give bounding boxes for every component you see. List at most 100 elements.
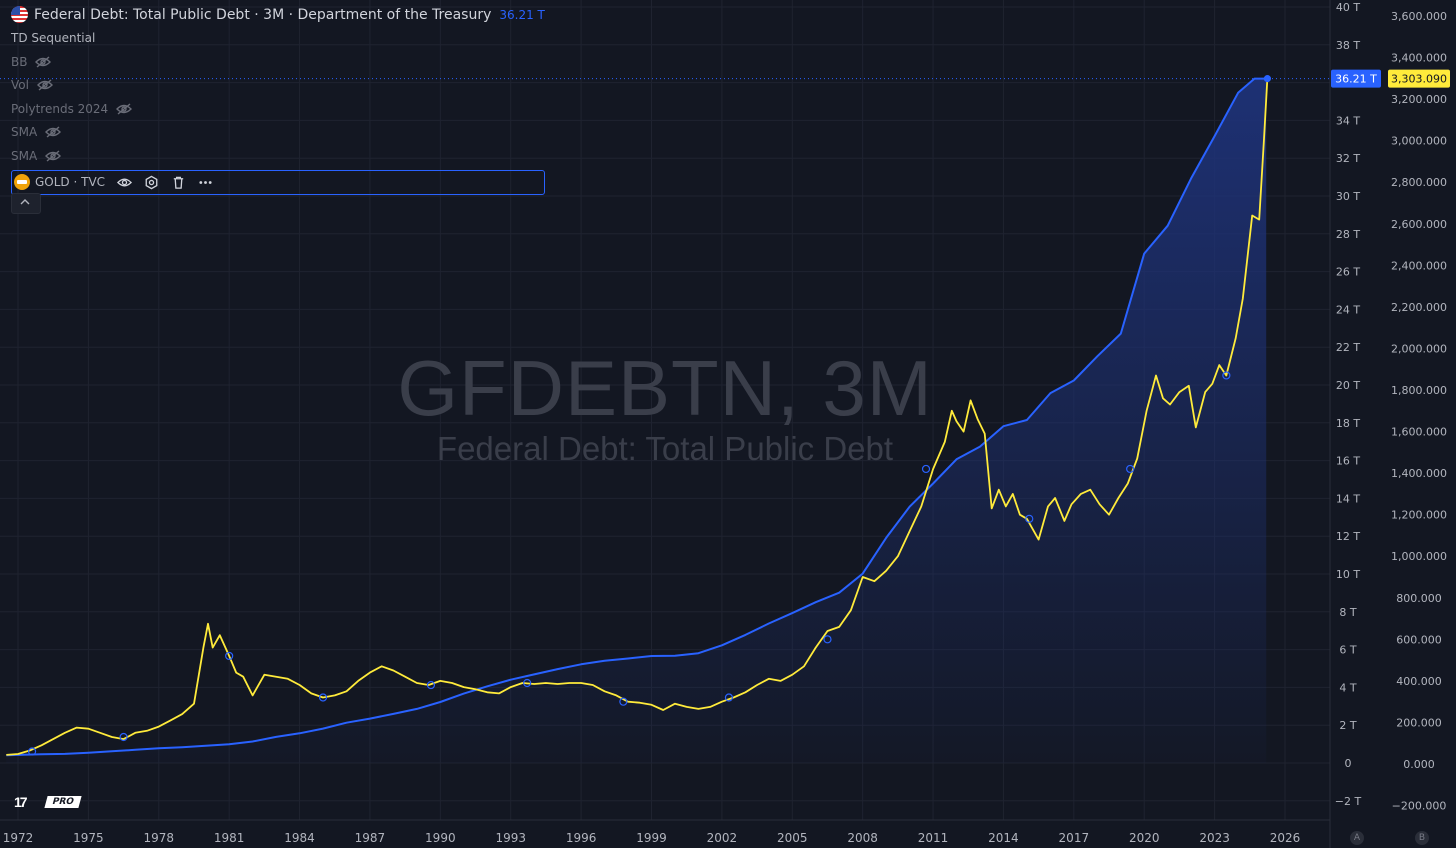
eye-off-icon[interactable] bbox=[116, 103, 133, 115]
right-axis-tick-label: 1,800.000 bbox=[1391, 384, 1447, 397]
x-tick-label: 1996 bbox=[566, 831, 597, 845]
left-axis-tick-label: 32 T bbox=[1336, 152, 1360, 165]
compare-symbol-row[interactable]: GOLD · TVC bbox=[11, 169, 545, 195]
indicator-row[interactable]: BB bbox=[11, 50, 545, 74]
collapse-legend-button[interactable] bbox=[11, 193, 41, 214]
left-axis-tick-label: 24 T bbox=[1336, 303, 1360, 316]
x-tick-label: 2005 bbox=[777, 831, 808, 845]
left-axis-tick-label: 20 T bbox=[1336, 379, 1360, 392]
x-tick-label: 2011 bbox=[918, 831, 949, 845]
left-axis-tick-label: 26 T bbox=[1336, 266, 1360, 279]
legend-main-row[interactable]: Federal Debt: Total Public Debt · 3M · D… bbox=[11, 3, 545, 27]
eye-off-icon[interactable] bbox=[45, 150, 62, 162]
left-axis-tick-label: −2 T bbox=[1335, 795, 1362, 808]
gold-last-value-label: 3,303.090 bbox=[1391, 73, 1447, 86]
logo-mark: 17 bbox=[14, 794, 28, 810]
left-axis-tick-label: 18 T bbox=[1336, 417, 1360, 430]
right-axis-tick-label: 3,400.000 bbox=[1391, 52, 1447, 65]
indicator-row[interactable]: Vol bbox=[11, 74, 545, 98]
series-marker bbox=[1025, 514, 1034, 523]
right-axis-tick-label: 3,200.000 bbox=[1391, 93, 1447, 106]
left-axis-tick-label: 2 T bbox=[1339, 719, 1356, 732]
eye-off-icon[interactable] bbox=[45, 126, 62, 138]
eye-off-icon[interactable] bbox=[36, 79, 53, 91]
debt-series-line[interactable] bbox=[6, 77, 1267, 757]
gold-bars-icon bbox=[14, 174, 30, 191]
x-tick-label: 2008 bbox=[847, 831, 878, 845]
indicator-row[interactable]: Polytrends 2024 bbox=[11, 97, 545, 121]
series-marker bbox=[225, 651, 234, 661]
left-axis-tick-label: 40 T bbox=[1336, 1, 1360, 14]
log-scale-button[interactable]: B bbox=[1415, 831, 1429, 845]
left-axis-tick-label: 16 T bbox=[1336, 455, 1360, 468]
right-axis-tick-label: 3,000.000 bbox=[1391, 135, 1447, 148]
indicator-label: SMA bbox=[11, 148, 38, 163]
right-axis-tick-label: 0.000 bbox=[1403, 758, 1435, 771]
left-axis-tick-label: 38 T bbox=[1336, 39, 1360, 52]
right-axis-tick-label: 1,000.000 bbox=[1391, 550, 1447, 563]
indicator-label: TD Sequential bbox=[11, 31, 96, 46]
right-axis-tick-label: −200.000 bbox=[1392, 800, 1447, 813]
right-axis-tick-label: 400.000 bbox=[1396, 675, 1442, 688]
x-tick-label: 2014 bbox=[988, 831, 1019, 845]
series-marker bbox=[318, 693, 328, 702]
x-tick-label: 1972 bbox=[3, 831, 34, 845]
x-tick-label: 1975 bbox=[73, 831, 104, 845]
x-tick-label: 1984 bbox=[284, 831, 315, 845]
x-tick-label: 1978 bbox=[144, 831, 175, 845]
eye-icon[interactable] bbox=[117, 175, 133, 190]
indicator-row[interactable]: TD Sequential bbox=[11, 27, 545, 51]
right-axis-tick-label: 2,200.000 bbox=[1391, 301, 1447, 314]
left-axis-tick-label: 22 T bbox=[1336, 341, 1360, 354]
x-tick-label: 1990 bbox=[425, 831, 456, 845]
x-tick-label: 1981 bbox=[214, 831, 245, 845]
x-tick-label: 1999 bbox=[636, 831, 667, 845]
series-marker bbox=[823, 635, 832, 644]
series-marker bbox=[426, 680, 436, 690]
left-axis-tick-label: 0 bbox=[1345, 757, 1352, 770]
indicator-row[interactable]: SMA bbox=[11, 144, 545, 168]
left-axis-tick-label: 6 T bbox=[1339, 644, 1356, 657]
right-axis-tick-label: 2,800.000 bbox=[1391, 176, 1447, 189]
series-marker bbox=[523, 678, 532, 688]
series-marker bbox=[1263, 75, 1272, 83]
tradingview-logo[interactable]: 17 PRO bbox=[14, 795, 82, 809]
legend-main-value: 36.21 T bbox=[499, 7, 545, 22]
watermark-symbol: GFDEBTN, 3M bbox=[397, 344, 933, 432]
x-tick-label: 1987 bbox=[355, 831, 386, 845]
right-axis-tick-label: 600.000 bbox=[1396, 633, 1442, 646]
right-axis-tick-label: 1,600.000 bbox=[1391, 426, 1447, 439]
gold-series-line[interactable] bbox=[6, 77, 1269, 756]
pro-badge: PRO bbox=[44, 796, 82, 808]
indicator-label: Polytrends 2024 bbox=[11, 101, 109, 116]
watermark-name: Federal Debt: Total Public Debt bbox=[436, 430, 894, 467]
settings-icon[interactable] bbox=[144, 175, 159, 190]
debt-last-value-label: 36.21 T bbox=[1335, 73, 1377, 86]
x-tick-label: 2002 bbox=[707, 831, 738, 845]
x-tick-label: 2026 bbox=[1270, 831, 1301, 845]
right-axis-tick-label: 2,400.000 bbox=[1391, 259, 1447, 272]
eye-off-icon[interactable] bbox=[35, 56, 52, 68]
indicator-label: Vol bbox=[11, 78, 29, 93]
auto-scale-button[interactable]: A bbox=[1350, 831, 1364, 845]
trash-icon[interactable] bbox=[171, 175, 186, 190]
right-axis-tick-label: 800.000 bbox=[1396, 592, 1442, 605]
more-icon[interactable] bbox=[198, 175, 213, 190]
left-axis-tick-label: 28 T bbox=[1336, 228, 1360, 241]
series-marker bbox=[724, 693, 734, 702]
series-marker bbox=[619, 697, 628, 706]
x-tick-label: 2017 bbox=[1059, 831, 1090, 845]
left-axis-tick-label: 14 T bbox=[1336, 492, 1360, 505]
x-tick-label: 2020 bbox=[1129, 831, 1160, 845]
right-axis-tick-label: 3,600.000 bbox=[1391, 10, 1447, 23]
series-marker bbox=[27, 747, 37, 756]
legend-main-title: Federal Debt: Total Public Debt · 3M · D… bbox=[34, 6, 492, 23]
right-axis-tick-label: 1,200.000 bbox=[1391, 509, 1447, 522]
series-marker bbox=[921, 464, 931, 474]
left-axis-tick-label: 10 T bbox=[1336, 568, 1360, 581]
x-tick-label: 1993 bbox=[495, 831, 526, 845]
indicator-row[interactable]: SMA bbox=[11, 121, 545, 145]
right-axis-tick-label: 2,600.000 bbox=[1391, 218, 1447, 231]
